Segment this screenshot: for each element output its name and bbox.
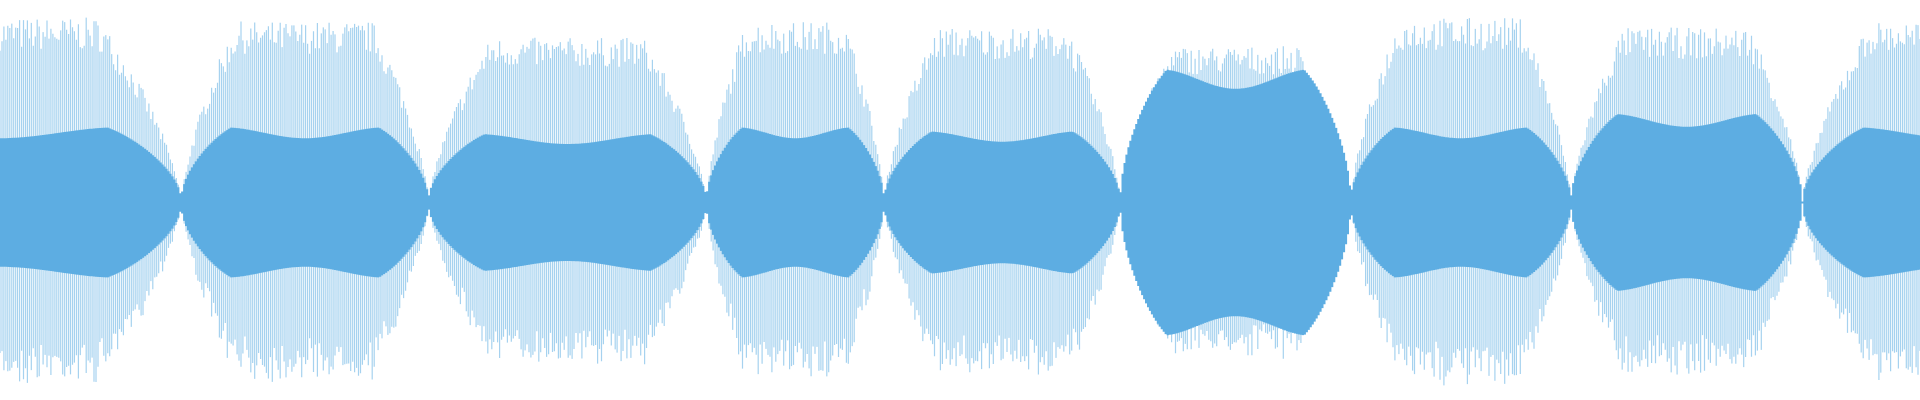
waveform-inner <box>0 69 1920 336</box>
